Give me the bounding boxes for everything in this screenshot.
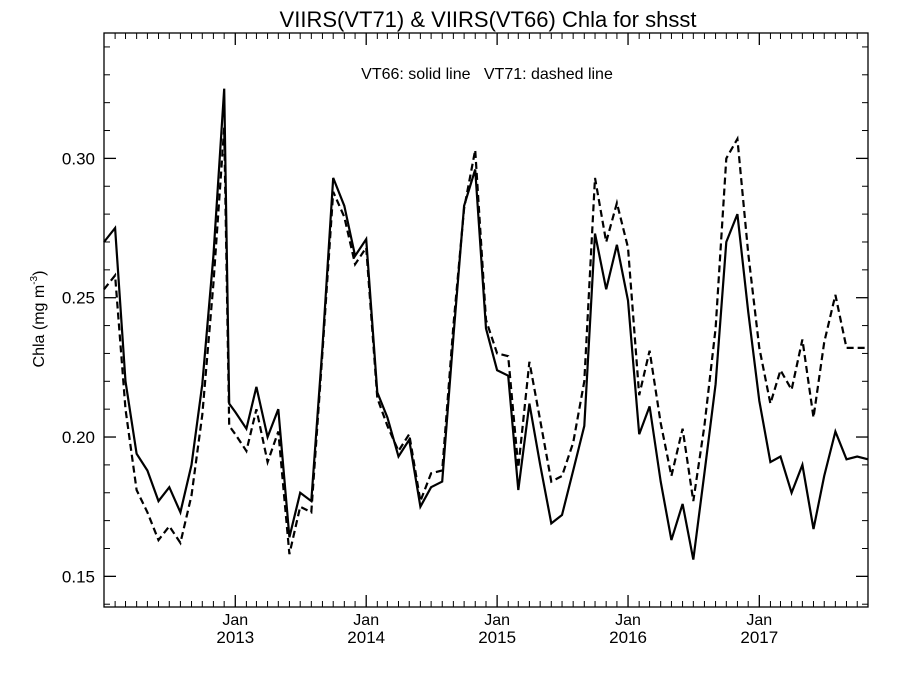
x-tick-label-month: Jan: [746, 612, 772, 629]
y-tick-label: 0.15: [62, 567, 95, 586]
x-tick-label-year: 2017: [740, 628, 778, 647]
x-tick-label-month: Jan: [484, 612, 510, 629]
y-axis-label-close: ): [31, 271, 48, 276]
y-tick-label: 0.25: [62, 289, 95, 308]
series-line-dashed: [103, 127, 868, 555]
series-line-solid: [103, 88, 869, 560]
line-style-annotation: VT66: solid line VT71: dashed line: [361, 66, 613, 83]
x-tick-label-month: Jan: [222, 612, 248, 629]
y-axis-label-text: Chla (mg m: [31, 285, 48, 368]
y-axis-ticks: 0.15 0.20 0.25 0.30: [62, 46, 868, 605]
x-tick-label-month: Jan: [353, 612, 379, 629]
x-tick-label-year: 2014: [347, 628, 385, 647]
y-axis-label-superscript: -3: [29, 275, 40, 284]
series-layer: [103, 88, 869, 560]
x-tick-label-month: Jan: [615, 612, 641, 629]
y-axis-label: Chla (mg m-3): [29, 271, 48, 368]
y-tick-label: 0.20: [62, 428, 95, 447]
x-tick-label-year: 2016: [609, 628, 647, 647]
y-tick-label: 0.30: [62, 149, 95, 168]
chart-title: VIIRS(VT71) & VIIRS(VT66) Chla for shsst: [280, 7, 697, 32]
x-tick-label-year: 2013: [216, 628, 254, 647]
x-tick-label-year: 2015: [478, 628, 516, 647]
